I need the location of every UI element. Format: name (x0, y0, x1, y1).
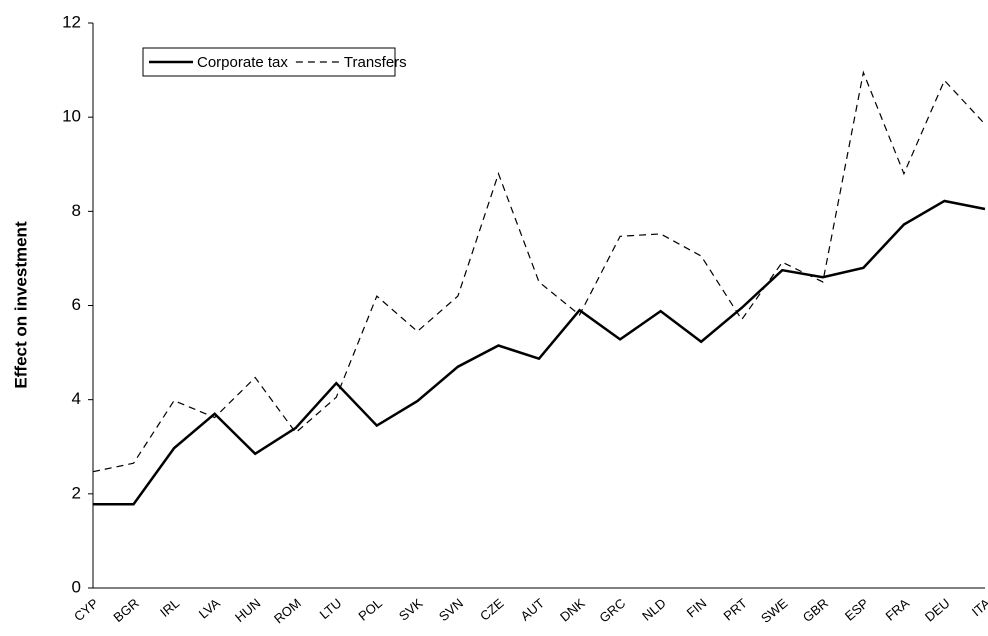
series-line (93, 199, 986, 506)
x-tick-label: DNK (557, 595, 588, 624)
y-tick-label: 0 (72, 577, 81, 596)
x-tick-label: SVK (396, 595, 426, 623)
x-tick-label: ESP (842, 595, 872, 623)
x-tick-label: PRT (720, 595, 749, 623)
legend-label: Corporate tax (197, 54, 288, 71)
y-axis-label: Effect on investment (11, 221, 30, 389)
x-tick-label: FRA (882, 595, 912, 623)
y-tick-label: 6 (72, 295, 81, 314)
x-tick-label: GBR (800, 595, 831, 625)
x-tick-label: FIN (684, 595, 710, 620)
y-tick-label: 2 (72, 483, 81, 502)
x-tick-label: AUT (518, 595, 548, 623)
y-tick-label: 4 (72, 389, 81, 408)
y-tick-label: 12 (62, 12, 81, 31)
x-tick-label: CYP (71, 595, 101, 624)
x-tick-label: BGR (110, 595, 141, 625)
y-tick-label: 8 (72, 201, 81, 220)
x-tick-label: ITA (969, 595, 988, 619)
x-tick-label: POL (355, 595, 385, 623)
x-tick-label: SVN (436, 595, 466, 624)
x-tick-label: CZE (477, 595, 507, 623)
series-line (92, 70, 986, 473)
x-tick-label: LVA (196, 595, 223, 621)
x-tick-label: SWE (758, 595, 791, 626)
x-tick-label: GRC (596, 595, 628, 625)
x-tick-label: DEU (922, 595, 953, 624)
x-tick-label: IRL (157, 595, 182, 619)
x-tick-label: HUN (232, 595, 263, 625)
x-tick-label: NLD (639, 595, 669, 623)
x-tick-label: ROM (271, 595, 304, 626)
x-tick-label: LTU (317, 595, 345, 622)
y-tick-label: 10 (62, 107, 81, 126)
legend-label: Transfers (344, 54, 407, 71)
